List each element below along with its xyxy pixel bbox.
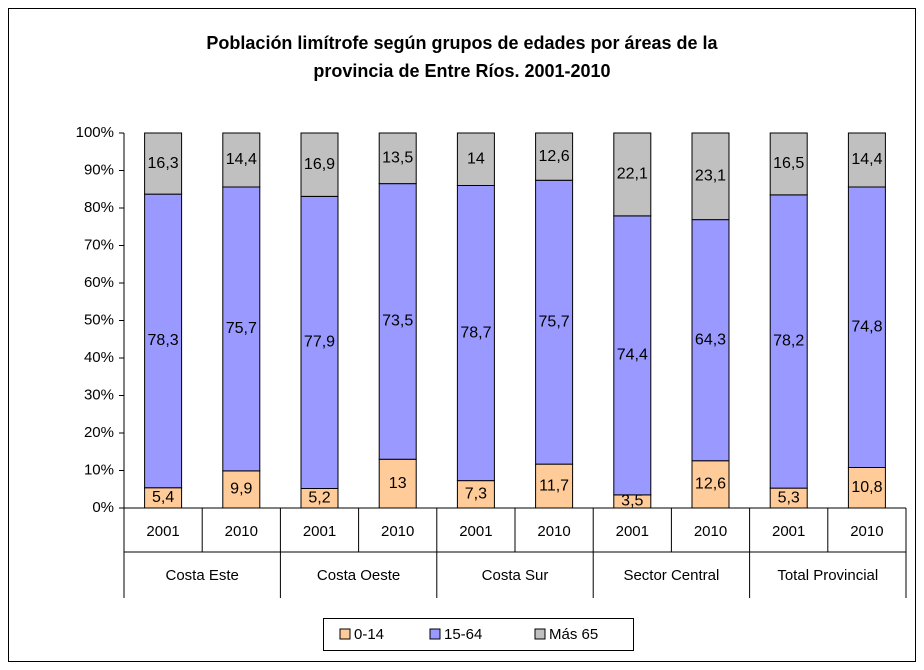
- bar-segment: [144, 193, 183, 489]
- chart-title: Población limítrofe según grupos de edad…: [206, 33, 718, 53]
- x-tick-label: 2001: [772, 523, 805, 540]
- data-label: 75,7: [539, 313, 570, 330]
- legend-label: 15-64: [444, 626, 482, 643]
- x-tick-label: 2001: [459, 523, 492, 540]
- data-label: 78,3: [148, 332, 179, 349]
- bar-segment: [613, 132, 652, 217]
- x-tick-label: 2010: [381, 523, 414, 540]
- bar-segment: [378, 132, 417, 185]
- legend-label: Más 65: [549, 626, 598, 643]
- group-label: Sector Central: [623, 567, 719, 584]
- bar-segment: [378, 183, 417, 460]
- y-tick-label: 40%: [84, 349, 114, 366]
- x-tick-label: 2010: [850, 523, 883, 540]
- data-label: 78,2: [773, 333, 804, 350]
- bar-segment: [691, 219, 730, 462]
- bar-segment: [222, 132, 261, 188]
- y-tick-label: 80%: [84, 199, 114, 216]
- bar-segment: [613, 215, 652, 496]
- bar-segment: [456, 185, 495, 482]
- group-label: Costa Oeste: [317, 567, 400, 584]
- data-label: 12,6: [539, 148, 570, 165]
- data-label: 22,1: [617, 166, 648, 183]
- data-label: 5,3: [778, 489, 800, 506]
- data-label: 12,6: [695, 476, 726, 493]
- x-tick-label: 2010: [225, 523, 258, 540]
- data-label: 14,4: [851, 151, 882, 168]
- data-label: 16,3: [148, 155, 179, 172]
- group-label: Total Provincial: [777, 567, 878, 584]
- y-tick-label: 90%: [84, 161, 114, 178]
- bar-segment: [847, 132, 886, 188]
- legend-swatch: [534, 628, 546, 640]
- data-label: 23,1: [695, 168, 726, 185]
- x-tick-label: 2001: [616, 523, 649, 540]
- data-label: 5,2: [308, 489, 330, 506]
- data-label: 14,4: [226, 151, 257, 168]
- legend-box: [323, 618, 634, 651]
- data-label: 13: [389, 475, 407, 492]
- data-label: 75,7: [226, 320, 257, 337]
- data-label: 16,9: [304, 156, 335, 173]
- data-label: 73,5: [382, 313, 413, 330]
- data-label: 9,9: [230, 481, 252, 498]
- y-tick-label: 10%: [84, 461, 114, 478]
- x-tick-label: 2010: [694, 523, 727, 540]
- y-tick-label: 20%: [84, 424, 114, 441]
- data-label: 10,8: [851, 479, 882, 496]
- bar-segment: [535, 463, 574, 509]
- legend-swatch: [339, 628, 351, 640]
- chart-title: provincia de Entre Ríos. 2001-2010: [313, 61, 610, 81]
- data-label: 14: [467, 150, 485, 167]
- data-label: 5,4: [152, 489, 174, 506]
- x-tick-label: 2001: [146, 523, 179, 540]
- y-tick-label: 60%: [84, 274, 114, 291]
- bar-segment: [456, 480, 495, 509]
- x-tick-label: 2010: [537, 523, 570, 540]
- data-label: 64,3: [695, 331, 726, 348]
- data-label: 13,5: [382, 150, 413, 167]
- bar-segment: [456, 132, 495, 186]
- data-label: 7,3: [465, 486, 487, 503]
- bar-segment: [222, 470, 261, 509]
- bar-segment: [300, 132, 339, 197]
- bar-segment: [691, 132, 730, 221]
- y-tick-label: 70%: [84, 236, 114, 253]
- y-tick-label: 30%: [84, 386, 114, 403]
- bar-segment: [769, 194, 808, 489]
- data-label: 78,7: [460, 324, 491, 341]
- data-label: 74,8: [851, 318, 882, 335]
- bar-segment: [535, 132, 574, 181]
- y-tick-label: 50%: [84, 311, 114, 328]
- data-label: 77,9: [304, 334, 335, 351]
- group-label: Costa Sur: [482, 567, 549, 584]
- bar-segment: [378, 458, 417, 509]
- legend-label: 0-14: [354, 626, 384, 643]
- bar-segment: [769, 132, 808, 196]
- bar-segment: [222, 186, 261, 472]
- data-label: 3,5: [621, 493, 643, 510]
- bar-segment: [144, 132, 183, 195]
- y-tick-label: 0%: [92, 499, 114, 516]
- data-label: 11,7: [539, 477, 569, 494]
- x-tick-label: 2001: [303, 523, 336, 540]
- data-label: 16,5: [773, 155, 804, 172]
- data-label: 74,4: [617, 347, 648, 364]
- bar-segment: [535, 179, 574, 465]
- bar-segment: [300, 195, 339, 489]
- y-tick-label: 100%: [76, 124, 114, 141]
- group-label: Costa Este: [166, 567, 239, 584]
- legend-swatch: [429, 628, 441, 640]
